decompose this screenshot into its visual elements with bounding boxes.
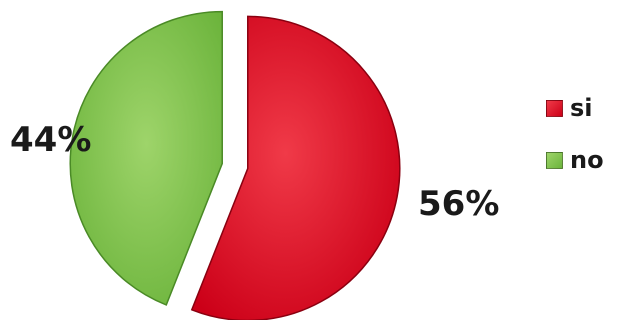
legend-swatch-no <box>546 151 563 169</box>
legend-swatch-si <box>546 99 563 117</box>
pie-slice-si <box>190 15 401 320</box>
legend-item-no: no <box>546 146 604 174</box>
pie-slice-no <box>69 10 223 306</box>
slice-label-no: 44% <box>10 120 91 160</box>
legend: si no <box>546 94 604 198</box>
slice-label-si: 56% <box>418 184 499 224</box>
legend-item-si: si <box>546 94 604 122</box>
legend-label-no: no <box>570 146 604 174</box>
legend-label-si: si <box>570 94 593 122</box>
pie-slices <box>69 10 401 320</box>
